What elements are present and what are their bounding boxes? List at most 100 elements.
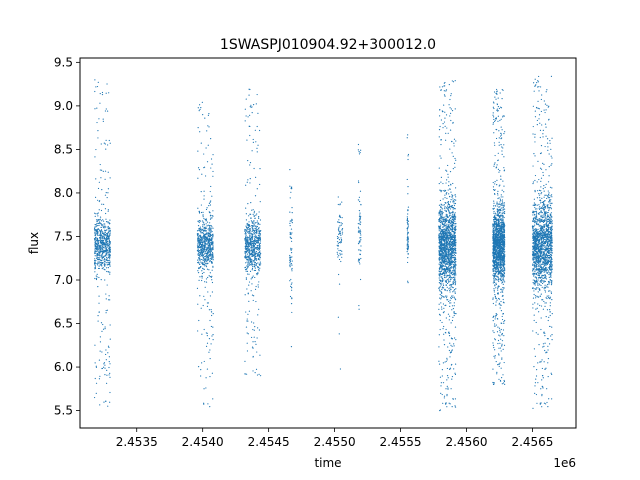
data-point bbox=[452, 200, 454, 202]
data-point bbox=[440, 203, 442, 205]
data-point bbox=[209, 248, 212, 250]
data-point bbox=[105, 349, 107, 351]
data-point bbox=[444, 229, 447, 231]
data-point bbox=[501, 219, 503, 221]
data-point bbox=[252, 248, 255, 250]
data-point bbox=[455, 274, 457, 276]
data-point bbox=[289, 254, 291, 257]
data-point bbox=[451, 206, 453, 209]
data-point bbox=[197, 303, 199, 305]
data-point bbox=[199, 226, 201, 228]
data-point bbox=[97, 234, 99, 237]
point-cluster bbox=[357, 143, 362, 310]
data-point bbox=[454, 326, 457, 328]
data-point bbox=[447, 236, 449, 239]
data-point bbox=[439, 243, 441, 245]
data-point bbox=[211, 279, 213, 281]
data-point bbox=[450, 257, 452, 259]
data-point bbox=[447, 253, 449, 256]
data-point bbox=[248, 255, 251, 257]
data-point bbox=[203, 271, 205, 274]
point-cluster bbox=[336, 196, 344, 370]
data-point bbox=[102, 219, 104, 221]
data-point bbox=[446, 357, 448, 359]
data-point bbox=[446, 243, 448, 245]
data-point bbox=[199, 104, 201, 106]
data-point bbox=[207, 254, 209, 256]
data-point bbox=[454, 218, 456, 220]
data-point bbox=[438, 167, 440, 169]
data-point bbox=[106, 257, 108, 259]
data-point bbox=[100, 143, 102, 145]
data-point bbox=[246, 318, 248, 320]
data-point bbox=[203, 295, 205, 297]
data-point bbox=[441, 292, 443, 294]
data-point bbox=[245, 254, 247, 256]
data-point bbox=[450, 272, 453, 275]
data-point bbox=[259, 375, 262, 377]
data-point bbox=[244, 108, 246, 110]
data-point bbox=[108, 243, 111, 245]
data-point bbox=[450, 223, 452, 225]
data-point bbox=[492, 251, 494, 253]
data-point bbox=[249, 259, 251, 262]
data-point bbox=[289, 231, 291, 234]
data-point bbox=[453, 244, 455, 247]
data-point bbox=[197, 247, 199, 249]
data-point bbox=[244, 239, 246, 241]
data-point bbox=[99, 233, 101, 235]
data-point bbox=[438, 346, 440, 348]
data-point bbox=[206, 243, 208, 245]
data-point bbox=[102, 328, 105, 330]
data-point bbox=[252, 264, 254, 266]
data-point bbox=[200, 242, 202, 244]
data-point bbox=[441, 210, 443, 212]
data-point bbox=[439, 218, 441, 221]
data-point bbox=[493, 207, 495, 209]
data-point bbox=[105, 312, 107, 314]
data-point bbox=[442, 182, 444, 185]
data-point bbox=[450, 224, 453, 226]
data-point bbox=[108, 239, 110, 241]
data-point bbox=[442, 246, 445, 249]
data-point bbox=[210, 258, 213, 261]
data-point bbox=[493, 102, 495, 104]
data-point bbox=[494, 316, 497, 318]
data-point bbox=[202, 211, 204, 213]
data-point bbox=[500, 107, 503, 109]
data-point bbox=[249, 125, 251, 128]
data-point bbox=[97, 137, 99, 139]
data-point bbox=[341, 231, 344, 233]
data-point bbox=[207, 238, 209, 240]
data-point bbox=[503, 191, 505, 193]
data-point bbox=[444, 206, 446, 208]
data-point bbox=[205, 258, 207, 260]
data-point bbox=[452, 121, 454, 124]
data-point bbox=[442, 217, 445, 219]
data-point bbox=[203, 264, 205, 266]
data-point bbox=[203, 388, 205, 390]
data-point bbox=[359, 200, 361, 203]
data-point bbox=[500, 264, 503, 266]
data-point bbox=[208, 246, 211, 248]
data-point bbox=[202, 228, 204, 230]
data-point bbox=[250, 220, 253, 222]
data-point bbox=[99, 256, 101, 258]
data-point bbox=[454, 276, 456, 278]
data-point bbox=[248, 251, 250, 253]
data-point bbox=[341, 233, 343, 235]
data-point bbox=[204, 117, 206, 119]
data-point bbox=[212, 234, 214, 236]
data-point bbox=[336, 235, 339, 238]
data-point bbox=[208, 244, 211, 246]
data-point bbox=[108, 223, 111, 225]
data-point bbox=[407, 226, 409, 228]
data-point bbox=[450, 225, 453, 227]
data-point bbox=[341, 201, 343, 203]
data-point bbox=[446, 207, 448, 209]
data-point bbox=[438, 263, 440, 265]
data-point bbox=[107, 188, 110, 190]
data-point bbox=[101, 351, 103, 353]
data-point bbox=[99, 341, 102, 343]
